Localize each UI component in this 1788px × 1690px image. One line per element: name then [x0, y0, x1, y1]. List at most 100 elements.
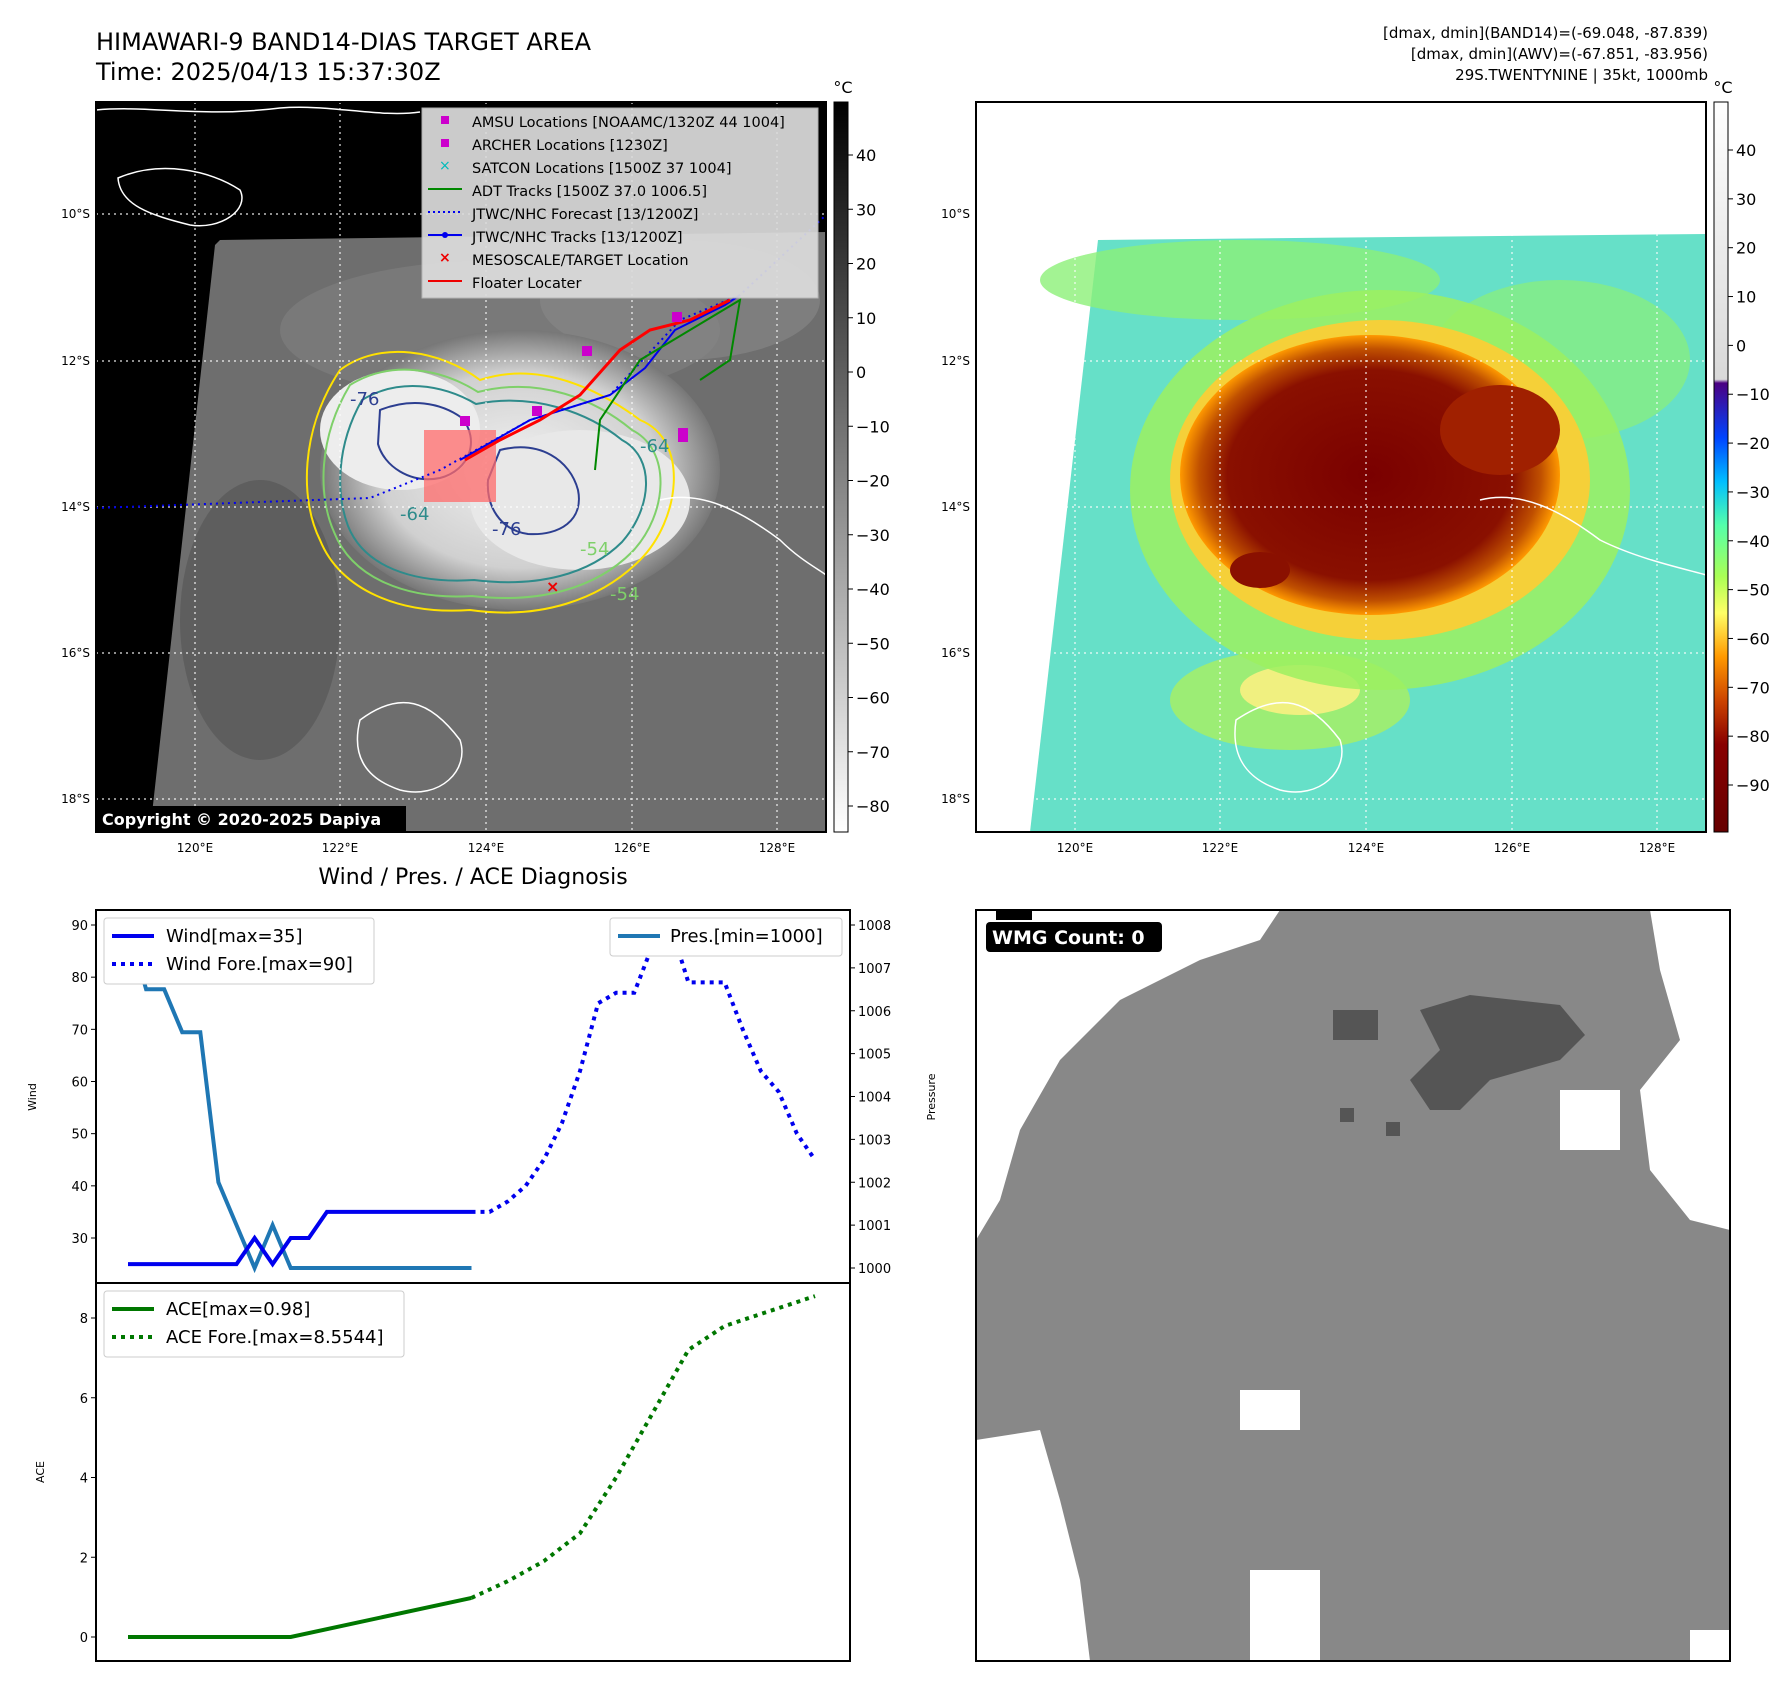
wind-pressure-series [126, 920, 817, 1274]
pressure-legend: Pres.[min=1000] [609, 917, 843, 957]
awv-frame [975, 101, 1707, 833]
legend-label: ACE Fore.[max=8.5544] [166, 1327, 384, 1348]
wmg-clear-area [1690, 1630, 1730, 1661]
awv-colorbar-ticks: 40 30 20 10 0 −10 −20 −30 −40 −50 −60 −70 −80 −90 [1728, 141, 1770, 795]
ace-axis-label: ACE [34, 1461, 47, 1483]
ir-colorbar-tick-label: 0 [856, 363, 866, 382]
copyright-box [96, 806, 406, 832]
lon-tick-label: 128°E [759, 841, 796, 855]
lon-tick-label: 120°E [177, 841, 214, 855]
legend-swatch-satcon: × [439, 158, 451, 174]
legend-swatch-amsu [441, 116, 449, 124]
awv-colorbar-tick-label: 30 [1736, 190, 1756, 209]
wmg-count-label: WMG Count: 0 [992, 927, 1145, 949]
wmg-clear-area [1640, 910, 1730, 1230]
pressure-y-ticks: 1008 1007 1006 1005 1004 1003 1002 1001 1000 [850, 919, 891, 1277]
ir-colorbar-tick-label: 40 [856, 146, 876, 165]
wmg-dark-cells [996, 910, 1032, 920]
awv-colorbar-tick-label: 0 [1736, 336, 1746, 355]
awv-map-panel [976, 102, 1706, 832]
wind-axis-tick-label: 70 [71, 1023, 88, 1038]
awv-colorbar-tick-label: 40 [1736, 141, 1756, 160]
coastline [117, 167, 243, 227]
mesoscale-target-marker: × [546, 577, 559, 596]
contour-76b [486, 446, 580, 536]
wmg-clear-area [1250, 1570, 1320, 1661]
pressure-axis-tick-label: 1002 [858, 1176, 891, 1191]
ir-colorbar-tick-label: −80 [856, 797, 890, 816]
lat-tick-label: 10°S [941, 207, 970, 221]
ir-colorbar-tick-label: −50 [856, 634, 890, 653]
ace-axis-tick-label: 2 [80, 1551, 88, 1566]
wind-line [128, 1209, 472, 1268]
legend-label: ADT Tracks [1500Z 37.0 1006.5] [472, 184, 707, 200]
map-axis-labels: 120°E 122°E 124°E 126°E 128°E 10°S 12°S 14°S 16°… [61, 207, 1675, 855]
lat-tick-label: 14°S [61, 500, 90, 514]
lon-tick-label: 124°E [1348, 841, 1385, 855]
awv-colorbar [1713, 101, 1729, 833]
legend-label: JTWC/NHC Tracks [13/1200Z] [471, 230, 683, 246]
figure-title: HIMAWARI-9 BAND14-DIAS TARGET AREA [96, 28, 592, 56]
awv-gridlines [976, 102, 1706, 832]
legend-swatch-archer [441, 139, 449, 147]
awv-colorbar-tick-label: −20 [1736, 434, 1770, 453]
lat-tick-label: 16°S [941, 646, 970, 660]
contour-54 [305, 350, 675, 614]
copyright-text: Copyright © 2020-2025 Dapiya [102, 810, 381, 829]
contour-label: -64 [400, 504, 429, 525]
legend-label: ARCHER Locations [1230Z] [472, 138, 668, 154]
ace-line [128, 1595, 472, 1639]
legend-label: Wind Fore.[max=90] [166, 954, 353, 975]
contour-label: -54 [610, 584, 639, 605]
pressure-axis-tick-label: 1005 [858, 1048, 891, 1063]
diagnosis-title: Wind / Pres. / ACE Diagnosis [318, 865, 627, 890]
legend-swatch-target: × [439, 250, 451, 266]
wmg-clear-area [976, 910, 1280, 1240]
lat-tick-label: 12°S [941, 354, 970, 368]
lon-tick-label: 124°E [468, 841, 505, 855]
lat-tick-label: 12°S [61, 354, 90, 368]
ir-colorbar [833, 101, 849, 833]
legend-label: ACE[max=0.98] [166, 1299, 310, 1320]
pressure-axis-tick-label: 1007 [858, 962, 891, 977]
target-area-box [424, 430, 496, 502]
info-awv-range: [dmax, dmin](AWV)=(-67.851, -83.956) [1411, 45, 1708, 63]
wmg-clear-area [976, 1430, 1090, 1661]
ace-legend-box [103, 1290, 405, 1358]
wmg-dark-cells [1333, 1010, 1378, 1040]
lon-tick-label: 126°E [1494, 841, 1531, 855]
lon-tick-label: 126°E [614, 841, 651, 855]
adt-track [594, 298, 742, 471]
wind-y-ticks: 90 80 70 60 50 40 30 [71, 919, 96, 1247]
coastline [1479, 496, 1706, 576]
pressure-axis-tick-label: 1008 [858, 919, 891, 934]
legend-box [421, 107, 819, 299]
pressure-axis-tick-label: 1006 [858, 1005, 891, 1020]
contour-64 [339, 385, 647, 584]
lat-tick-label: 18°S [941, 792, 970, 806]
ir-colorbar-tick-label: −60 [856, 689, 890, 708]
wind-axis-tick-label: 80 [71, 971, 88, 986]
lat-tick-label: 18°S [61, 792, 90, 806]
ace-series [128, 1294, 816, 1639]
ir-frame [95, 101, 827, 833]
wmg-frame [975, 909, 1731, 1662]
figure-time: Time: 2025/04/13 15:37:30Z [95, 58, 441, 86]
lon-tick-label: 120°E [1057, 841, 1094, 855]
contour-label: -76 [492, 519, 521, 540]
ace-legend: ACE[max=0.98] ACE Fore.[max=8.5544] [103, 1290, 405, 1358]
awv-colorbar-tick-label: 20 [1736, 239, 1756, 258]
wind-legend: Wind[max=35] Wind Fore.[max=90] [103, 917, 375, 985]
legend-label: Floater Locater [472, 276, 581, 292]
floater-track [464, 298, 731, 462]
awv-colorbar-tick-label: −50 [1736, 581, 1770, 600]
ace-axis-tick-label: 4 [80, 1472, 88, 1487]
ace-y-ticks: 8 6 4 2 0 [80, 1312, 96, 1646]
ir-colorbar-tick-label: −70 [856, 743, 890, 762]
ir-map-panel: -76 -64 -54 -76 -64 -54 × Copyright © 20… [96, 102, 826, 832]
awv-colorbar-tick-label: −40 [1736, 532, 1770, 551]
coastline [1234, 701, 1343, 793]
wind-axis-tick-label: 30 [71, 1232, 88, 1247]
awv-colorbar-tick-label: −80 [1736, 727, 1770, 746]
